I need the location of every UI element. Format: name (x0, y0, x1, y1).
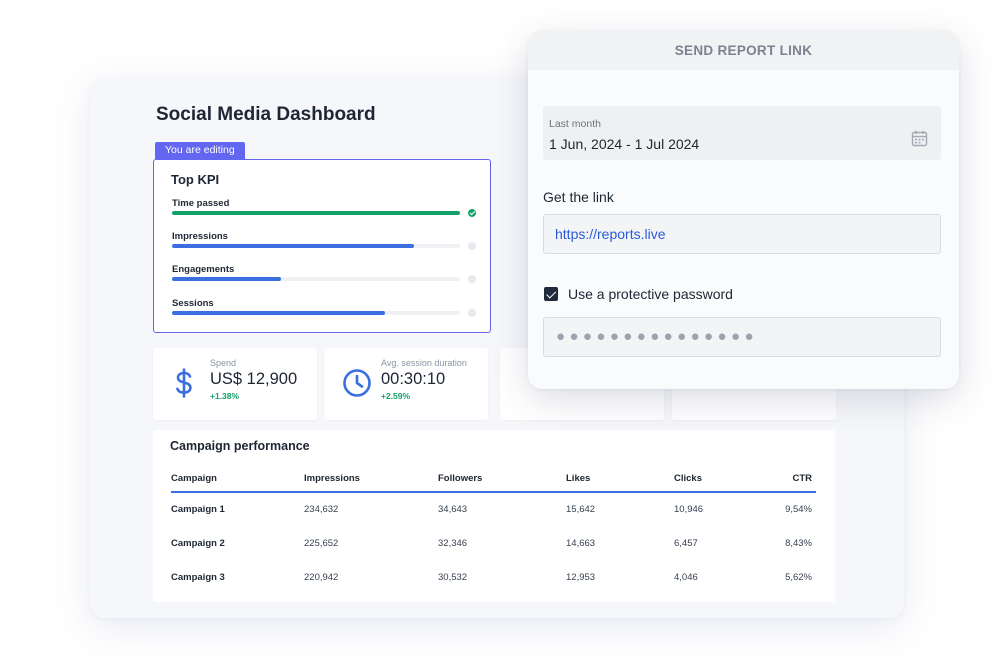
table-cell: 220,942 (304, 571, 339, 583)
kpi-title: Top KPI (171, 172, 220, 187)
date-range-label: Last month (549, 118, 601, 130)
kpi-label: Impressions (172, 231, 228, 242)
column-header[interactable]: Clicks (674, 466, 774, 493)
metric-change: +1.38% (210, 391, 240, 401)
campaign-title: Campaign performance (170, 439, 310, 453)
column-header[interactable]: Followers (438, 466, 566, 493)
table-cell: 8,43% (785, 537, 812, 549)
kpi-progress-track (172, 311, 460, 315)
password-checkbox[interactable] (544, 287, 558, 301)
table-row[interactable]: Campaign 3 220,942 30,532 12,953 4,046 5… (171, 560, 816, 594)
kpi-progress-track (172, 244, 460, 248)
date-range-picker[interactable]: Last month 1 Jun, 2024 - 1 Jul 2024 (543, 106, 941, 160)
password-input[interactable]: ●●●●●●●●●●●●●●● (543, 317, 941, 357)
metric-value: US$ 12,900 (210, 370, 298, 388)
status-dot-icon (468, 242, 476, 250)
table-cell: 225,652 (304, 537, 339, 549)
get-link-label: Get the link (543, 189, 614, 205)
table-cell: 234,632 (304, 504, 339, 515)
send-report-link-dialog: SEND REPORT LINK Last month 1 Jun, 2024 … (528, 31, 959, 389)
metric-change: +2.59% (381, 391, 411, 401)
dialog-title: SEND REPORT LINK (528, 31, 959, 70)
report-link-field[interactable]: https://reports.live (543, 214, 941, 254)
kpi-progress-track (172, 277, 460, 281)
password-checkbox-label[interactable]: Use a protective password (568, 286, 733, 302)
table-cell: Campaign 1 (171, 504, 225, 515)
clock-icon (343, 369, 371, 397)
kpi-progress-fill (172, 244, 414, 248)
table-row[interactable]: Campaign 2 225,652 32,346 14,663 6,457 8… (171, 526, 816, 560)
top-kpi-widget[interactable]: Top KPI Time passed Impressions Engageme… (153, 159, 491, 333)
column-header[interactable]: Likes (566, 466, 674, 493)
kpi-progress-track (172, 211, 460, 215)
table-cell: 6,457 (674, 537, 698, 549)
page-title: Social Media Dashboard (156, 104, 376, 125)
table-cell: 5,62% (785, 571, 812, 583)
check-icon (468, 209, 476, 217)
date-range-value: 1 Jun, 2024 - 1 Jul 2024 (549, 136, 700, 152)
table-cell: 12,953 (566, 571, 596, 583)
editing-badge: You are editing (155, 142, 245, 159)
table-cell: 9,54% (785, 504, 812, 515)
campaign-table: Campaign Impressions Followers Likes Cli… (171, 466, 816, 594)
table-cell: 14,663 (566, 537, 596, 549)
table-cell: 32,346 (438, 537, 468, 549)
kpi-progress-fill (172, 311, 386, 315)
kpi-progress-fill (172, 211, 460, 215)
kpi-row-sessions: Sessions (172, 298, 476, 328)
kpi-label: Sessions (172, 298, 214, 309)
metric-value: 00:30:10 (381, 370, 446, 388)
table-cell: 15,642 (566, 504, 596, 515)
table-cell: 34,643 (438, 504, 468, 515)
kpi-row-time-passed: Time passed (172, 198, 476, 228)
kpi-progress-fill (172, 277, 282, 281)
table-row[interactable]: Campaign 1 234,632 34,643 15,642 10,946 … (171, 492, 816, 526)
column-header[interactable]: Campaign (171, 466, 304, 493)
table-cell: Campaign 3 (171, 571, 225, 583)
table-cell: 30,532 (438, 571, 468, 583)
table-header-row: Campaign Impressions Followers Likes Cli… (171, 466, 816, 493)
calendar-icon[interactable] (911, 130, 928, 147)
table-cell: 10,946 (674, 504, 704, 515)
campaign-performance-widget: Campaign performance Campaign Impression… (153, 430, 835, 602)
kpi-row-impressions: Impressions (172, 231, 476, 261)
metric-card-spend[interactable]: Spend US$ 12,900 +1.38% (153, 348, 317, 420)
table-cell: 4,046 (674, 571, 698, 583)
kpi-label: Time passed (172, 198, 230, 209)
status-dot-icon (468, 309, 476, 317)
kpi-label: Engagements (172, 264, 235, 275)
kpi-row-engagements: Engagements (172, 264, 476, 294)
metric-label: Avg. session duration (381, 358, 467, 368)
status-dot-icon (468, 275, 476, 283)
column-header[interactable]: Impressions (304, 466, 438, 493)
metric-card-session-duration[interactable]: Avg. session duration 00:30:10 +2.59% (324, 348, 488, 420)
table-cell: Campaign 2 (171, 537, 225, 549)
column-header[interactable]: CTR (774, 466, 816, 493)
dollar-icon (176, 368, 192, 398)
metric-label: Spend (210, 358, 237, 368)
